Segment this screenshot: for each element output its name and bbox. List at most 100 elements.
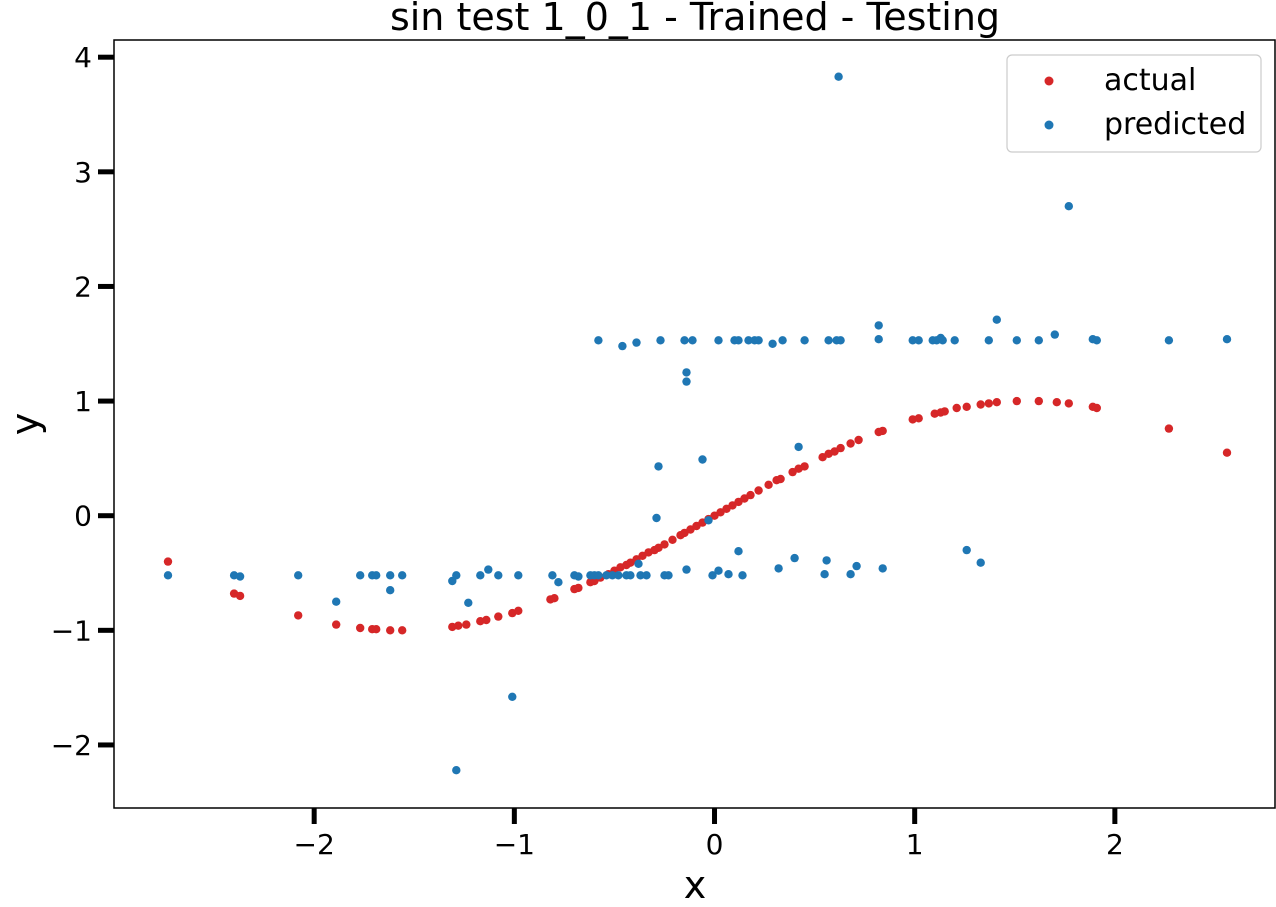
actual-point [514,606,523,615]
actual-point [952,403,961,413]
legend-marker-predicted [1044,120,1054,130]
actual-point [800,462,809,471]
predicted-point [820,570,829,579]
x-axis: −2 −1 0 1 2 [294,808,1124,861]
predicted-point [822,556,831,565]
predicted-point [554,578,563,587]
predicted-point [642,571,651,580]
predicted-point [656,336,665,345]
actual-point [940,407,949,416]
predicted-point [1012,336,1021,345]
predicted-point [476,571,485,580]
actual-point [454,621,463,630]
y-axis: −2 −1 0 1 2 3 4 [51,41,114,762]
actual-point [754,486,763,495]
predicted-point [163,571,173,580]
predicted-point [398,571,407,580]
predicted-point [494,571,503,580]
actual-point [846,439,855,448]
predicted-point [602,571,611,580]
actual-point [1092,403,1102,413]
series-actual [163,396,1232,635]
predicted-point [452,766,461,775]
predicted-point [704,516,713,525]
predicted-point [372,571,381,580]
x-tick-label: 2 [1106,828,1124,861]
predicted-point [1050,330,1060,339]
predicted-point [548,571,557,580]
actual-point [668,535,677,544]
actual-point [462,620,471,629]
legend-label-actual: actual [1104,63,1196,98]
actual-point [1012,396,1021,406]
actual-point [1034,396,1044,406]
y-tick-label: 3 [74,156,92,189]
predicted-point [484,565,493,574]
predicted-point [778,336,787,345]
chart-title: sin test 1_0_1 - Trained - Testing [390,0,1000,39]
predicted-point [608,571,617,580]
predicted-point [654,462,663,471]
predicted-point [698,455,707,464]
predicted-point [332,597,341,606]
actual-point [494,612,503,621]
y-tick-label: 1 [74,385,92,418]
actual-point [914,414,923,423]
predicted-point [514,571,523,580]
predicted-point [636,571,645,580]
actual-point [1164,424,1174,433]
x-tick-label: 1 [906,828,924,861]
legend-marker-actual [1044,76,1054,86]
predicted-point [914,336,923,345]
predicted-point [632,338,641,347]
predicted-point [976,558,985,567]
predicted-point [774,564,783,573]
actual-point [854,435,863,445]
predicted-point [386,586,395,595]
y-tick-label: −2 [51,729,92,762]
predicted-point [688,336,697,345]
actual-point [163,557,173,566]
actual-point [746,490,755,500]
predicted-point [768,339,777,348]
predicted-point [618,341,627,351]
actual-point [372,625,381,634]
predicted-point [836,336,845,345]
actual-point [294,611,303,620]
y-tick-label: −1 [51,614,92,647]
predicted-point [652,513,661,523]
actual-point [962,402,971,411]
predicted-point [508,692,517,701]
predicted-point [824,336,833,345]
predicted-point [714,566,723,575]
x-tick-label: −2 [294,828,335,861]
actual-point [482,615,491,625]
actual-point [626,558,635,567]
predicted-point [634,559,643,568]
predicted-point [626,571,635,580]
predicted-point [1164,336,1174,345]
x-tick-label: −1 [494,828,535,861]
predicted-point [846,570,855,579]
predicted-point [452,571,461,580]
predicted-point [682,377,691,386]
predicted-point [738,571,747,580]
predicted-point [794,442,803,452]
x-axis-label: x [684,863,707,907]
actual-point [836,443,845,453]
actual-point [1064,399,1074,408]
predicted-point [708,571,717,580]
predicted-point [984,336,993,345]
predicted-point [938,336,947,345]
predicted-point [878,564,887,573]
actual-point [992,398,1001,407]
predicted-point [464,598,473,607]
actual-point [550,594,559,603]
predicted-point [962,545,971,555]
actual-point [1222,448,1232,457]
actual-point [776,474,785,484]
actual-point [398,626,407,635]
actual-point [386,626,395,635]
series-predicted [163,72,1232,775]
